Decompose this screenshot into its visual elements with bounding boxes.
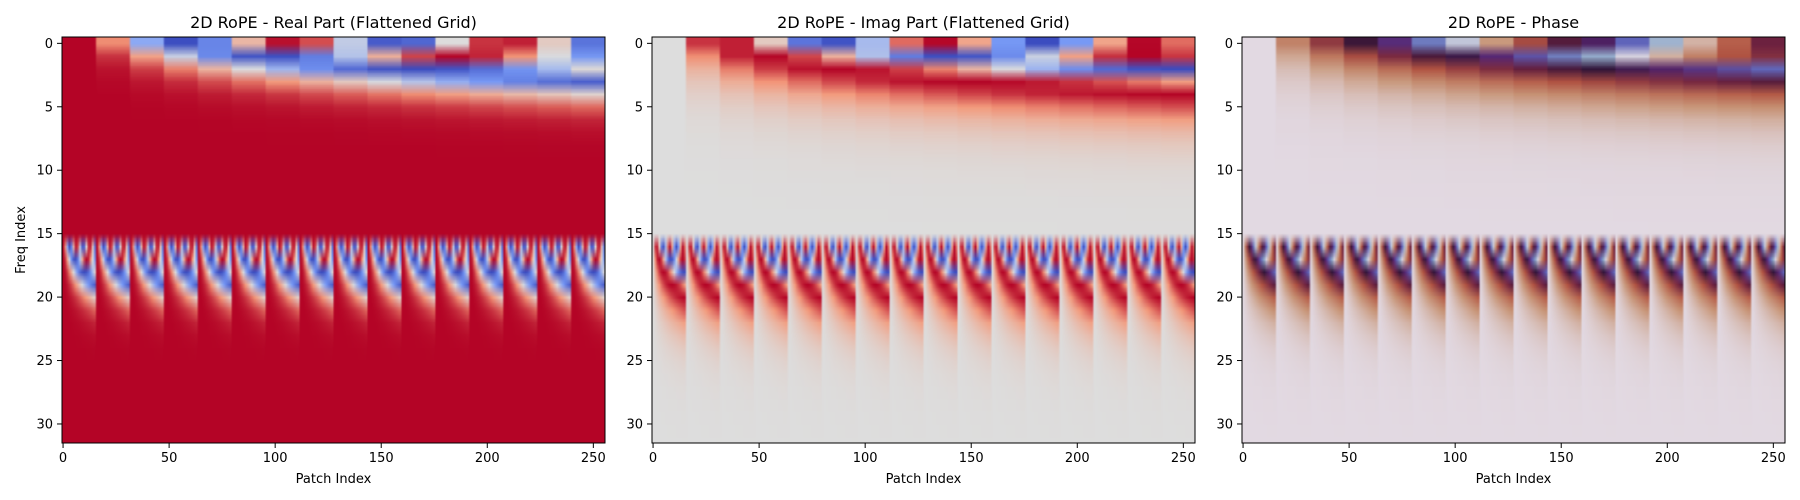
x-tick-label: 50	[1341, 451, 1358, 466]
x-tick-label: 250	[581, 451, 606, 466]
x-tick-label: 150	[1549, 451, 1574, 466]
chart-title: 2D RoPE - Phase	[1448, 13, 1579, 32]
x-axis-ticks: 0 50 100 150 200 250	[1239, 443, 1786, 466]
y-axis-label: Freq Index	[14, 206, 29, 274]
heatmap-panel-phase: 2D RoPE - Phase 0 50 100 150 200 250 0 5 10 15 20…	[1216, 13, 1785, 487]
y-tick-label: 25	[1216, 354, 1233, 369]
y-tick-label: 25	[626, 354, 643, 369]
x-tick-label: 100	[263, 451, 288, 466]
x-tick-label: 200	[475, 451, 500, 466]
heatmap-panel-imag: 2D RoPE - Imag Part (Flattened Grid) 0 50…	[626, 13, 1195, 487]
x-axis-ticks: 0 50 100 150 200 250	[59, 443, 606, 466]
x-tick-label: 250	[1761, 451, 1786, 466]
x-tick-label: 0	[59, 451, 67, 466]
x-tick-label: 200	[1655, 451, 1680, 466]
y-tick-label: 10	[1216, 164, 1233, 179]
y-axis-ticks: 0 5 10 15 20 25 30	[1216, 37, 1242, 432]
y-tick-label: 15	[36, 227, 53, 242]
y-tick-label: 0	[635, 37, 643, 52]
y-tick-label: 5	[1225, 100, 1233, 115]
x-tick-label: 50	[161, 451, 178, 466]
plot-frame	[1241, 36, 1786, 444]
y-tick-label: 5	[45, 100, 53, 115]
x-tick-label: 200	[1065, 451, 1090, 466]
heatmap-panel-real: 2D RoPE - Real Part (Flattened Grid) 0 50…	[14, 13, 606, 487]
x-axis-label: Patch Index	[296, 472, 372, 487]
y-tick-label: 30	[36, 417, 53, 432]
heatmap-image	[1242, 37, 1785, 443]
y-tick-label: 30	[626, 417, 643, 432]
chart-title: 2D RoPE - Real Part (Flattened Grid)	[190, 13, 477, 32]
y-axis-ticks: 0 5 10 15 20 25 30	[36, 37, 62, 432]
heatmap-image	[62, 37, 605, 443]
y-tick-label: 0	[45, 37, 53, 52]
y-tick-label: 5	[635, 100, 643, 115]
x-axis-ticks: 0 50 100 150 200 250	[649, 443, 1196, 466]
y-tick-label: 25	[36, 354, 53, 369]
y-axis-ticks: 0 5 10 15 20 25 30	[626, 37, 652, 432]
heatmap-image	[652, 37, 1195, 443]
plot-frame	[61, 36, 606, 444]
plot-frame	[651, 36, 1196, 444]
y-tick-label: 10	[36, 164, 53, 179]
y-tick-label: 30	[1216, 417, 1233, 432]
x-axis-label: Patch Index	[886, 472, 962, 487]
y-tick-label: 0	[1225, 37, 1233, 52]
y-tick-label: 10	[626, 164, 643, 179]
y-tick-label: 20	[36, 291, 53, 306]
y-tick-label: 20	[1216, 291, 1233, 306]
x-tick-label: 100	[1443, 451, 1468, 466]
x-tick-label: 0	[649, 451, 657, 466]
x-tick-label: 50	[751, 451, 768, 466]
x-tick-label: 250	[1171, 451, 1196, 466]
chart-title: 2D RoPE - Imag Part (Flattened Grid)	[777, 13, 1070, 32]
y-tick-label: 15	[626, 227, 643, 242]
x-tick-label: 150	[369, 451, 394, 466]
x-tick-label: 100	[853, 451, 878, 466]
x-tick-label: 0	[1239, 451, 1247, 466]
x-axis-label: Patch Index	[1476, 472, 1552, 487]
y-tick-label: 20	[626, 291, 643, 306]
x-tick-label: 150	[959, 451, 984, 466]
y-tick-label: 15	[1216, 227, 1233, 242]
